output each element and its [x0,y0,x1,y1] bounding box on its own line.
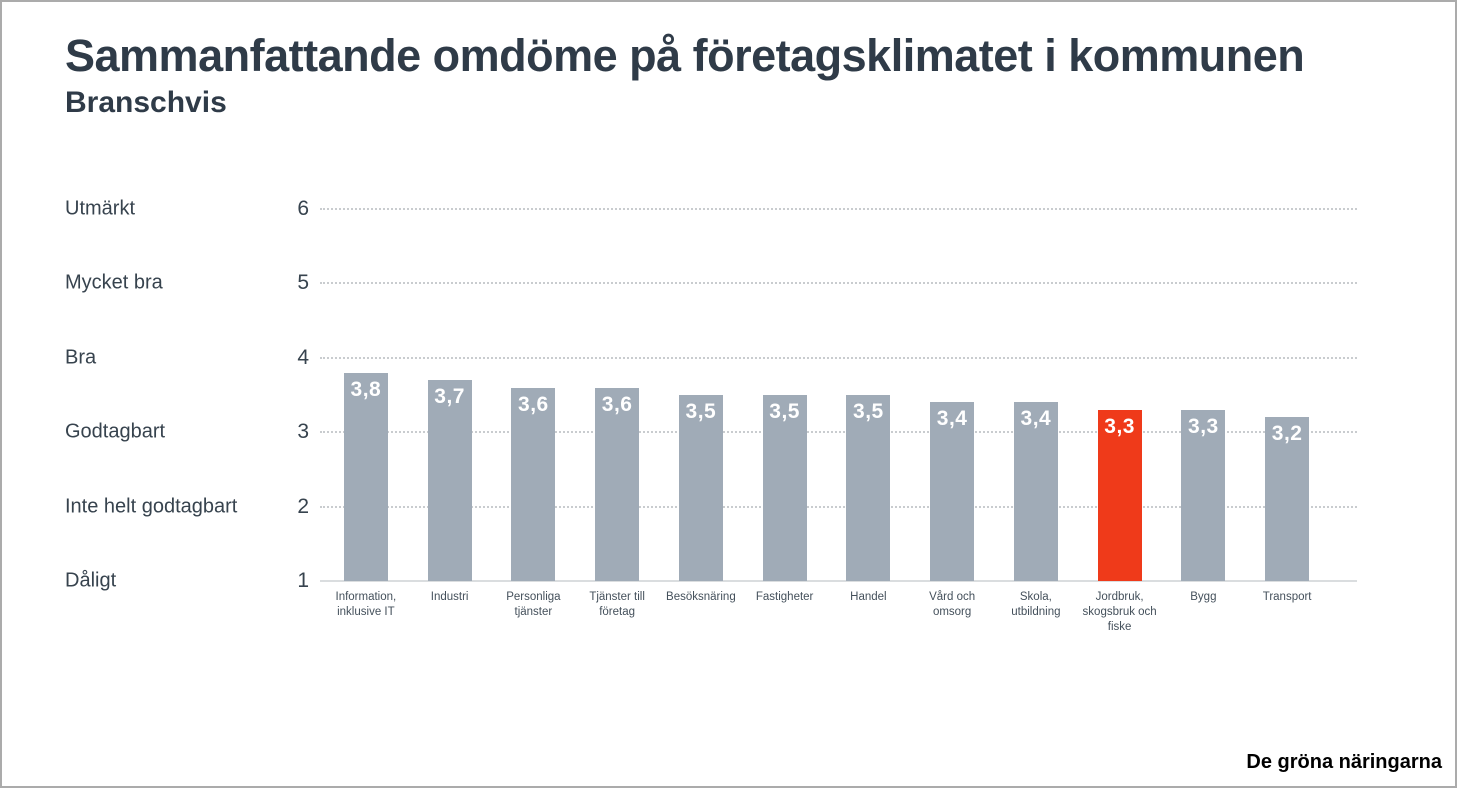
bar-value-label: 3,2 [1271,422,1303,446]
x-axis-category-labels: Information, inklusive IT Industri Personl… [324,590,1329,635]
bar-value-label: 3,3 [1188,414,1219,438]
y-axis-tick-number: 4 [297,345,309,369]
x-axis-category-label: Skola, utbildning [1011,591,1061,618]
bar-slot: 3,5 [659,209,743,581]
bar-value-label: 3,7 [434,385,465,409]
bar-value-label: 3,4 [1020,407,1052,431]
bar-slot: 3,5 [743,209,827,581]
bar-highlighted: 3,3 [1097,409,1142,581]
bar: 3,6 [511,387,556,581]
category-slot: Information, inklusive IT [324,590,408,620]
y-axis-rating-label: Dåligt [65,569,117,592]
gridline [320,505,1357,508]
x-axis-category-label: Industri [430,591,469,603]
x-axis-category-label: Tjänster till företag [589,591,645,618]
bar-slot: 3,3 [1162,209,1246,581]
bar: 3,5 [762,395,807,581]
bar-value-label: 3,5 [685,400,717,423]
x-axis-category-label: Jordbruk, skogsbruk och fiske [1082,591,1157,633]
bar-slot: 3,4 [910,209,994,581]
bar: 3,6 [595,387,640,581]
bar: 3,3 [1181,409,1226,581]
category-slot: Industri [408,590,492,605]
bar-value-label: 3,5 [769,400,800,423]
bar-value-label: 3,3 [1104,414,1135,438]
bar-slot: 3,4 [994,209,1078,581]
bar-slot: 3,7 [408,209,492,581]
source-label: De gröna näringarna [1246,751,1442,773]
y-axis-rating-label: Mycket bra [65,271,163,294]
plot-bars: 3,8 3,7 3,6 3,6 3,5 3,5 3,5 3,4 3,4 3,3 3,3 3,2 [324,209,1329,581]
bar-slot: 3,5 [827,209,911,581]
bar-slot: 3,3 [1078,209,1162,581]
bar: 3,8 [343,372,388,581]
category-slot: Besöksnäring [659,590,743,605]
plot-gridlines [320,208,1357,582]
bar: 3,4 [930,402,975,581]
bar-slot: 3,8 [324,209,408,581]
gridline [320,431,1357,434]
y-axis-tick-number: 5 [297,271,309,295]
category-slot: Tjänster till företag [575,590,659,620]
x-axis-category-label: Transport [1262,591,1312,603]
bar: 3,2 [1265,417,1310,581]
y-axis-tick-number: 1 [297,569,309,592]
bar-slot: 3,2 [1245,209,1329,581]
x-axis-category-label: Bygg [1190,591,1217,603]
bar: 3,5 [678,395,723,581]
gridline [320,282,1357,285]
category-slot: Personliga tjänster [492,590,576,620]
y-axis-tick-number: 6 [297,197,309,220]
x-axis-category-label: Besöksnäring [666,591,736,603]
x-axis-baseline [320,580,1357,582]
x-axis-category-label: Fastigheter [755,591,814,603]
y-axis-rating-label: Godtagbart [65,420,166,443]
y-axis-tick-number: 2 [297,494,309,518]
x-axis-category-label: Handel [850,591,887,603]
category-slot: Fastigheter [743,590,827,605]
gridline [320,208,1357,210]
bar-value-label: 3,8 [350,377,382,401]
gridline [320,356,1357,359]
page-subtitle: Branschvis [65,86,227,119]
x-axis-category-label: Information, inklusive IT [335,591,397,618]
y-axis-rating-label: Inte helt godtagbart [65,495,238,518]
y-axis-rating-label: Bra [65,346,97,369]
category-slot: Skola, utbildning [994,590,1078,620]
bar: 3,5 [846,395,891,581]
bar-slot: 3,6 [575,209,659,581]
y-axis-rating-labels: Utmärkt Mycket bra Bra Godtagbart Inte helt … [65,198,295,592]
category-slot: Vård och omsorg [910,590,994,620]
bar-value-label: 3,4 [936,407,968,431]
bar-value-label: 3,5 [853,400,884,423]
bar-value-label: 3,6 [601,392,633,416]
bar: 3,4 [1013,402,1058,581]
y-axis-tick-numbers: 6 5 4 3 2 1 [242,197,309,592]
category-slot: Bygg [1162,590,1246,605]
category-slot: Transport [1245,590,1329,605]
category-slot: Handel [827,590,911,605]
x-axis-category-label: Vård och omsorg [929,591,976,618]
y-axis-rating-label: Utmärkt [65,197,135,220]
y-axis-tick-number: 3 [297,420,309,444]
bar: 3,7 [427,380,472,581]
category-slot: Jordbruk, skogsbruk och fiske [1078,590,1162,635]
page-title: Sammanfattande omdöme på företagsklimate… [65,30,1305,81]
bar-value-label: 3,6 [518,392,549,416]
x-axis-category-label: Personliga tjänster [506,591,561,618]
bar-slot: 3,6 [492,209,576,581]
